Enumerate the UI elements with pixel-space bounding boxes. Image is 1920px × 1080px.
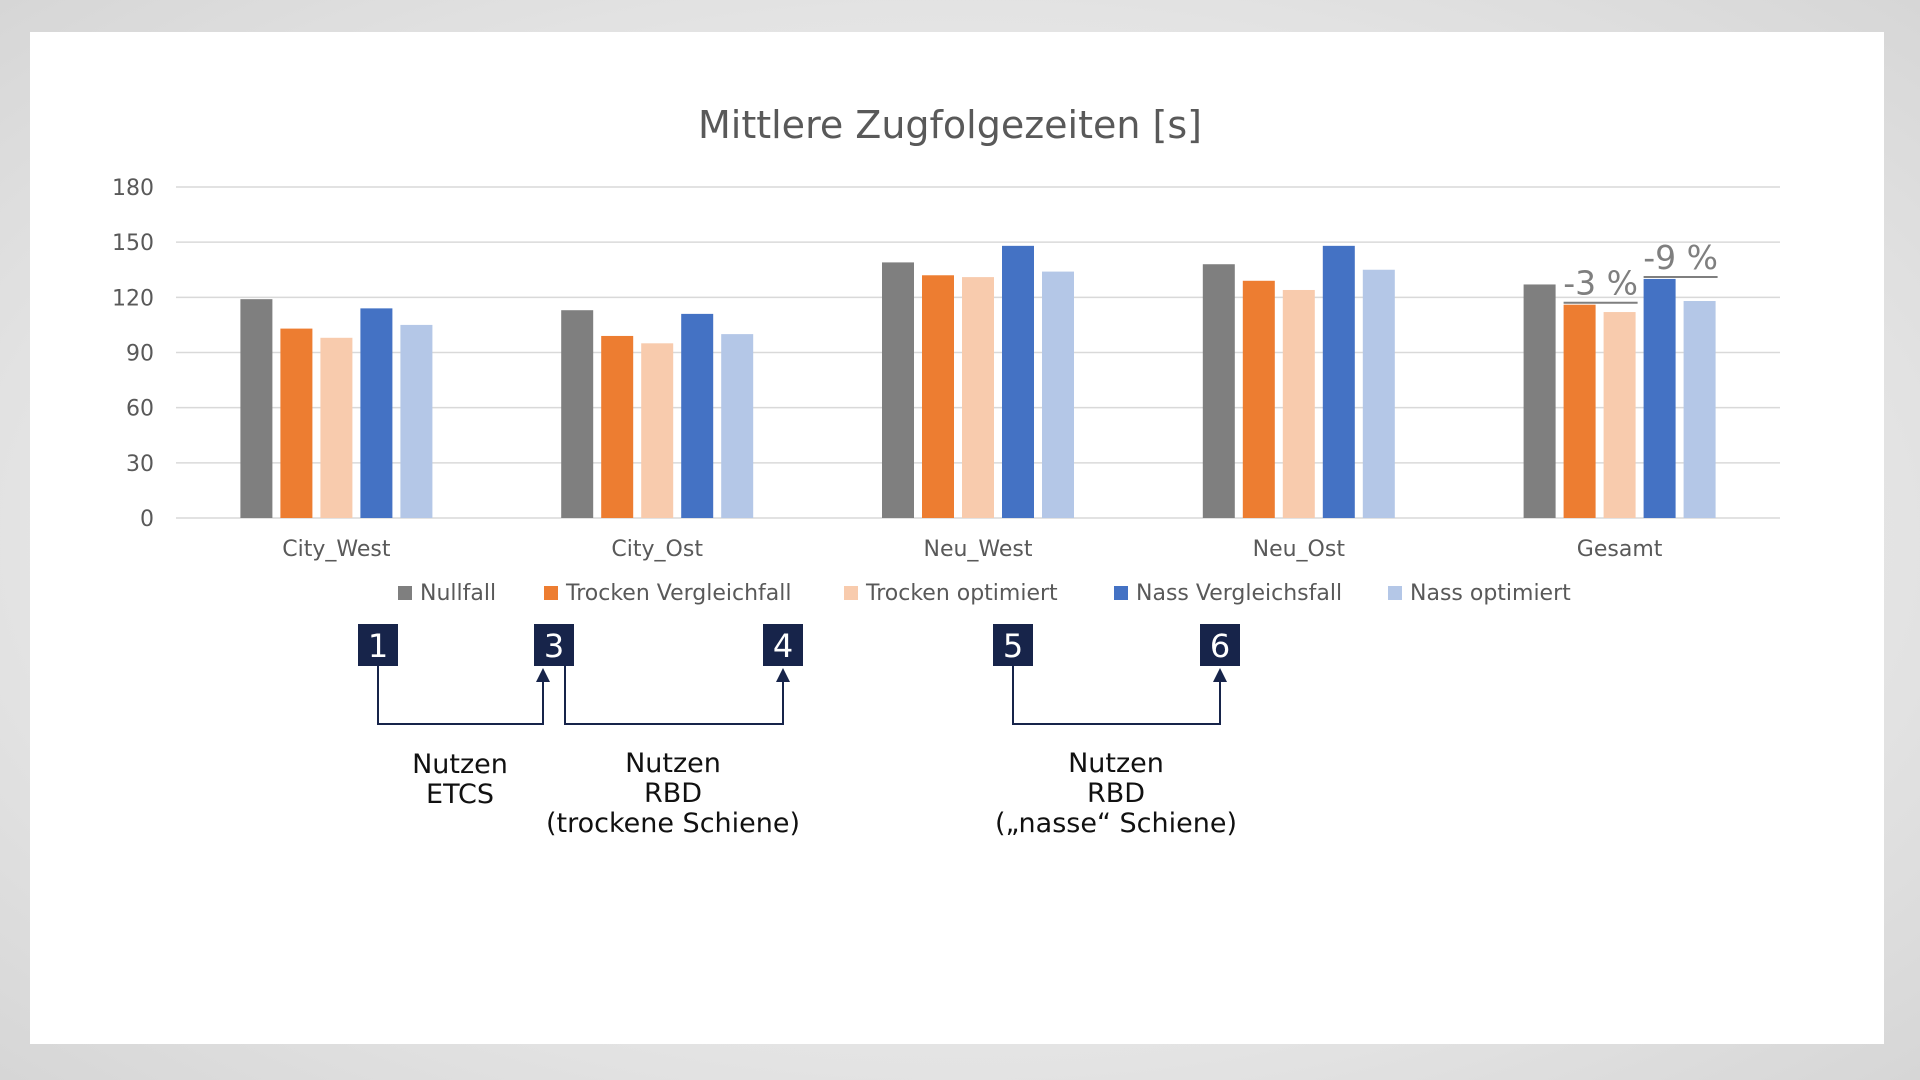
- legend-item: Nullfall: [398, 581, 496, 606]
- arrow-head: [776, 668, 790, 682]
- scenario-box: 6: [1200, 624, 1240, 666]
- bar: [1002, 245, 1034, 518]
- legend-item: Trocken Vergleichfall: [544, 581, 792, 606]
- y-tick-label: 30: [126, 452, 154, 477]
- legend-item: Nass Vergleichsfall: [1114, 581, 1342, 606]
- y-tick-label: 180: [112, 176, 154, 201]
- legend-swatch: [844, 586, 858, 600]
- x-tick-label: City_West: [282, 537, 391, 562]
- bars: [240, 245, 1716, 518]
- benefit-caption: Nutzen ETCS: [412, 749, 508, 810]
- legend-label: Nass optimiert: [1410, 581, 1571, 606]
- bar: [1242, 280, 1275, 518]
- y-tick-label: 60: [126, 397, 154, 422]
- scenario-box: 4: [763, 624, 803, 666]
- scenario-box: 5: [993, 624, 1033, 666]
- bar: [1523, 284, 1556, 518]
- scenario-box: 1: [358, 624, 398, 666]
- benefit-caption: Nutzen RBD (trockene Schiene): [546, 748, 800, 839]
- scenario-number: 3: [544, 627, 564, 665]
- bar: [962, 277, 994, 518]
- bar: [1563, 304, 1596, 518]
- benefit-caption: Nutzen RBD („nasse“ Schiene): [995, 748, 1237, 839]
- bar: [360, 308, 393, 518]
- legend-swatch: [544, 586, 558, 600]
- legend-label: Trocken optimiert: [865, 581, 1058, 606]
- x-tick-label: City_Ost: [611, 537, 703, 562]
- bar: [1683, 301, 1716, 518]
- caption-line: Nutzen: [625, 748, 721, 779]
- bar: [922, 275, 954, 518]
- bar: [641, 343, 674, 518]
- scenario-box-bg: [1200, 624, 1240, 666]
- legend-label: Trocken Vergleichfall: [565, 581, 792, 606]
- legend-item: Nass optimiert: [1388, 581, 1571, 606]
- scenario-number: 5: [1003, 627, 1023, 665]
- chart-title: Mittlere Zugfolgezeiten [s]: [698, 103, 1202, 147]
- y-axis: 0 30 60 90 120 150 180: [112, 176, 154, 532]
- caption-line: Nutzen: [1068, 748, 1164, 779]
- caption-line: RBD: [644, 778, 702, 809]
- bar: [280, 328, 313, 518]
- caption-line: RBD: [1087, 778, 1145, 809]
- bar: [1282, 289, 1315, 518]
- y-tick-label: 0: [140, 507, 154, 532]
- scenario-box-bg: [534, 624, 574, 666]
- caption-line: („nasse“ Schiene): [995, 808, 1237, 839]
- legend-swatch: [1388, 586, 1402, 600]
- bar: [882, 262, 914, 518]
- bar: [561, 310, 594, 518]
- bar: [1322, 245, 1355, 518]
- bar: [721, 334, 754, 518]
- bar: [240, 299, 273, 518]
- y-tick-label: 120: [112, 286, 154, 311]
- scenario-box-bg: [763, 624, 803, 666]
- arrow-head: [1213, 668, 1227, 682]
- legend: Nullfall Trocken Vergleichfall Trocken opt…: [398, 581, 1571, 606]
- legend-label: Nass Vergleichsfall: [1136, 581, 1342, 606]
- y-tick-label: 150: [112, 231, 154, 256]
- bar: [320, 337, 353, 518]
- scenario-number: 6: [1210, 627, 1230, 665]
- y-tick-label: 90: [126, 342, 154, 367]
- arrow-head: [536, 668, 550, 682]
- bar: [681, 313, 714, 518]
- connector-line: [564, 666, 784, 725]
- scenario-box: 3: [534, 624, 574, 666]
- caption-line: Nutzen: [412, 749, 508, 780]
- bar: [1643, 278, 1676, 518]
- x-axis: City_West City_Ost Neu_West Neu_Ost Gesamt: [282, 537, 1662, 562]
- caption-line: (trockene Schiene): [546, 808, 800, 839]
- legend-swatch: [398, 586, 412, 600]
- legend-swatch: [1114, 586, 1128, 600]
- connector-line: [377, 666, 544, 725]
- slide: Mittlere Zugfolgezeiten [s] 0 30 60 90 120 15…: [30, 32, 1884, 1044]
- scenario-box-bg: [993, 624, 1033, 666]
- scenario-box-bg: [358, 624, 398, 666]
- chart: Mittlere Zugfolgezeiten [s] 030609012015…: [112, 103, 1780, 839]
- bar: [1202, 264, 1235, 518]
- bar: [601, 335, 634, 518]
- caption-line: ETCS: [426, 779, 494, 810]
- bar: [400, 324, 433, 518]
- annotation-label: -3 %: [1563, 264, 1638, 303]
- bar: [1042, 271, 1074, 518]
- legend-item: Trocken optimiert: [844, 581, 1058, 606]
- scenario-number: 1: [368, 627, 388, 665]
- x-tick-label: Neu_West: [923, 537, 1032, 562]
- legend-label: Nullfall: [420, 581, 496, 606]
- connector-line: [1012, 666, 1221, 725]
- annotation-label: -9 %: [1643, 238, 1718, 277]
- scenario-number: 4: [773, 627, 793, 665]
- x-tick-label: Neu_Ost: [1253, 537, 1346, 562]
- bar: [1362, 269, 1395, 518]
- annotations: -3 %-9 %: [1563, 238, 1718, 304]
- bar: [1603, 312, 1636, 518]
- x-tick-label: Gesamt: [1577, 537, 1663, 562]
